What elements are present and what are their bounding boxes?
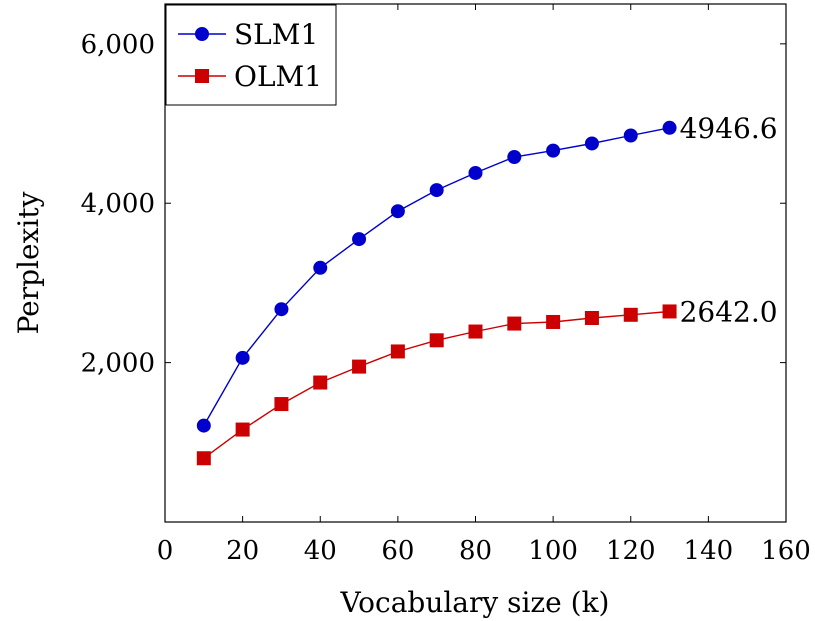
x-axis-label: Vocabulary size (k) [340, 586, 610, 619]
olm1-end-label: 2642.0 [680, 295, 778, 328]
x-tick-label: 120 [606, 536, 656, 566]
y-axis-label: Perplexity [12, 191, 45, 334]
y-tick-label: 4,000 [81, 189, 155, 219]
slm1-point [546, 143, 561, 158]
slm1-point [507, 150, 522, 165]
axis-labels: Vocabulary size (k) Perplexity [12, 191, 609, 619]
olm1-point [429, 333, 444, 348]
x-tick-label: 140 [684, 536, 734, 566]
series-slm1: 4946.6 [196, 112, 778, 433]
olm1-point [235, 422, 250, 437]
slm1-point [584, 136, 599, 151]
olm1-point [274, 397, 289, 412]
legend-olm1-marker [195, 69, 209, 83]
legend: SLM1 OLM1 [165, 4, 337, 106]
olm1-point [546, 314, 561, 329]
legend-slm1-label: SLM1 [234, 18, 318, 51]
slm1-end-label: 4946.6 [680, 112, 778, 145]
olm1-point [313, 375, 328, 390]
olm1-point [623, 307, 638, 322]
slm1-point [274, 302, 289, 317]
slm1-point [196, 418, 211, 433]
x-tick-label: 60 [381, 536, 414, 566]
slm1-point [352, 232, 367, 247]
y-tick-label: 2,000 [81, 349, 155, 379]
legend-box [165, 4, 337, 106]
x-tick-label: 80 [459, 536, 492, 566]
legend-slm1-marker [195, 27, 209, 41]
olm1-point [468, 324, 483, 339]
x-tick-label: 40 [304, 536, 337, 566]
y-tick-label: 6,000 [81, 30, 155, 60]
slm1-point [429, 183, 444, 198]
olm1-point [584, 310, 599, 325]
slm1-point [662, 120, 677, 135]
olm1-point [390, 344, 405, 359]
slm1-point [313, 260, 328, 275]
slm1-point [235, 350, 250, 365]
slm1-point [390, 204, 405, 219]
slm1-point [623, 128, 638, 143]
slm1-line [203, 127, 670, 426]
slm1-point [468, 165, 483, 180]
olm1-point [507, 316, 522, 331]
x-tick-label: 160 [761, 536, 811, 566]
ticks: 0 20 40 60 80 100 120 140 160 2,000 4,000 6,000 [81, 4, 811, 566]
series-olm1: 2642.0 [196, 295, 778, 466]
legend-olm1-label: OLM1 [234, 60, 322, 93]
series: 4946.6 2642.0 [196, 112, 778, 466]
olm1-point [196, 451, 211, 466]
x-tick-label: 0 [157, 536, 174, 566]
x-tick-label: 20 [226, 536, 259, 566]
olm1-point [662, 304, 677, 319]
olm1-point [352, 359, 367, 374]
x-tick-label: 100 [528, 536, 578, 566]
